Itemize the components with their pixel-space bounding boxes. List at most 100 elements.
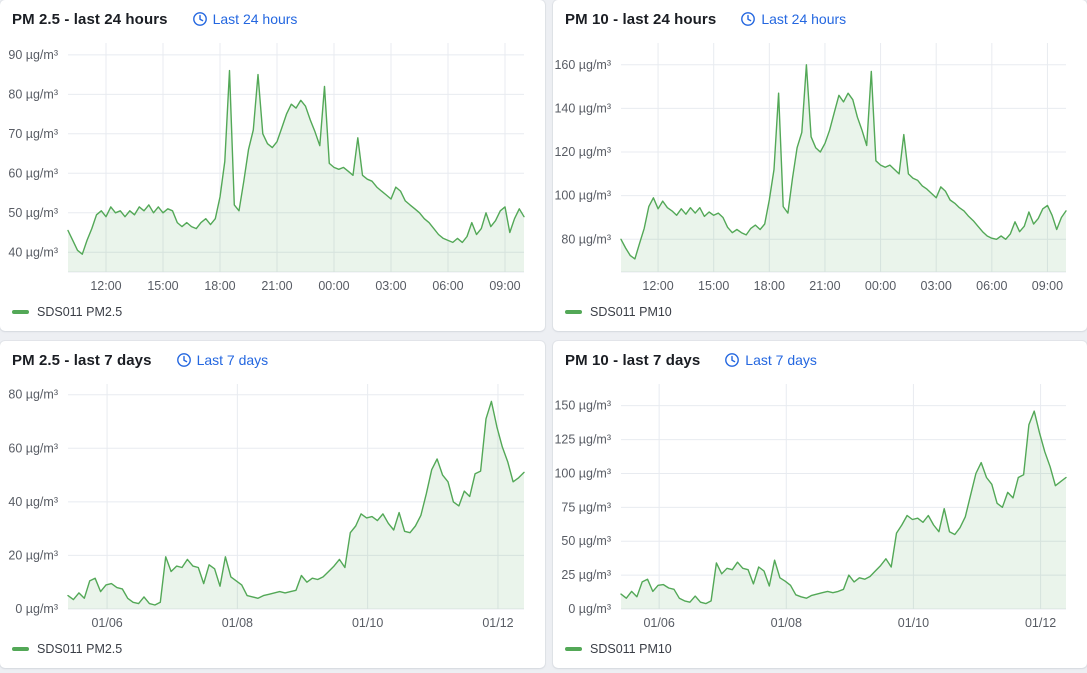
series-line	[67, 69, 525, 255]
time-range-label: Last 24 hours	[761, 11, 847, 27]
time-range-link[interactable]: Last 7 days	[724, 352, 817, 368]
panel-pm10-24h: PM 10 - last 24 hours Last 24 hours 80 µ…	[553, 0, 1087, 331]
chart-canvas: 0 µg/m³ 20 µg/m³ 40 µg/m³ 60 µg/m³ 80 µg/m³ 0…	[8, 384, 525, 630]
legend-label: SDS011 PM10	[590, 305, 672, 319]
series-line-dash	[12, 310, 29, 314]
clock-icon	[724, 352, 740, 368]
y-axis-tick-label: 90 µg/m³	[8, 48, 58, 62]
x-axis-tick-label: 03:00	[375, 279, 406, 293]
chart-canvas: 40 µg/m³ 50 µg/m³ 60 µg/m³ 70 µg/m³ 80 µg/m³…	[8, 43, 525, 293]
panel-pm10-7d: PM 10 - last 7 days Last 7 days 0 µg/m³ 2…	[553, 341, 1087, 668]
y-axis-tick-label: 70 µg/m³	[8, 127, 58, 141]
y-axis-tick-label: 40 µg/m³	[8, 495, 58, 509]
y-axis-tick-label: 75 µg/m³	[561, 500, 611, 514]
y-axis-tick-label: 50 µg/m³	[8, 206, 58, 220]
y-axis-tick-label: 0 µg/m³	[568, 602, 611, 616]
series-line-dash	[565, 647, 582, 651]
x-axis-tick-label: 12:00	[90, 279, 121, 293]
time-range-label: Last 24 hours	[212, 11, 298, 27]
x-axis-tick-label: 09:00	[1032, 279, 1063, 293]
x-axis-tick-label: 06:00	[976, 279, 1007, 293]
x-axis-tick-label: 01/06	[643, 616, 674, 630]
x-axis-tick-label: 18:00	[754, 279, 785, 293]
panel-title: PM 10 - last 24 hours	[565, 10, 717, 28]
x-axis-tick-label: 15:00	[698, 279, 729, 293]
chart-pm25-7d[interactable]: 0 µg/m³ 20 µg/m³ 40 µg/m³ 60 µg/m³ 80 µg/m³ 0…	[0, 372, 545, 636]
series-area	[68, 70, 524, 272]
clock-icon	[176, 352, 192, 368]
series-line	[67, 400, 525, 606]
time-range-link[interactable]: Last 24 hours	[740, 11, 846, 27]
panel-title: PM 2.5 - last 7 days	[12, 351, 152, 369]
clock-icon	[740, 11, 756, 27]
y-axis-tick-label: 50 µg/m³	[561, 534, 611, 548]
chart-pm10-24h[interactable]: 80 µg/m³ 100 µg/m³ 120 µg/m³ 140 µg/m³ 160 µ…	[553, 31, 1087, 299]
panel-pm25-24h: PM 2.5 - last 24 hours Last 24 hours 40 …	[0, 0, 545, 331]
legend-label: SDS011 PM10	[590, 642, 672, 656]
x-axis-tick-label: 01/08	[771, 616, 802, 630]
legend-item[interactable]: SDS011 PM10	[553, 636, 1087, 668]
x-axis-tick-label: 01/06	[91, 616, 122, 630]
panel-title: PM 10 - last 7 days	[565, 351, 701, 369]
y-axis-tick-label: 120 µg/m³	[554, 145, 611, 159]
panel-pm25-7d: PM 2.5 - last 7 days Last 7 days 0 µg/m³…	[0, 341, 545, 668]
y-axis-tick-label: 80 µg/m³	[8, 388, 58, 402]
panel-header: PM 10 - last 24 hours Last 24 hours	[553, 0, 1087, 31]
series-line-dash	[565, 310, 582, 314]
x-axis-tick-label: 00:00	[865, 279, 896, 293]
y-axis-tick-label: 140 µg/m³	[554, 101, 611, 115]
legend-item[interactable]: SDS011 PM2.5	[0, 299, 545, 331]
y-axis-tick-label: 0 µg/m³	[15, 602, 58, 616]
time-range-link[interactable]: Last 24 hours	[192, 11, 298, 27]
y-axis-tick-label: 25 µg/m³	[561, 568, 611, 582]
y-axis-tick-label: 20 µg/m³	[8, 548, 58, 562]
panel-header: PM 2.5 - last 24 hours Last 24 hours	[0, 0, 545, 31]
x-axis-tick-label: 01/10	[898, 616, 929, 630]
y-axis-tick-label: 125 µg/m³	[554, 433, 611, 447]
y-axis-tick-label: 150 µg/m³	[554, 399, 611, 413]
chart-pm10-7d[interactable]: 0 µg/m³ 25 µg/m³ 50 µg/m³ 75 µg/m³ 100 µg/m³…	[553, 372, 1087, 636]
x-axis-tick-label: 01/12	[1025, 616, 1056, 630]
clock-icon	[192, 11, 208, 27]
x-axis-tick-label: 18:00	[204, 279, 235, 293]
x-axis-tick-label: 21:00	[809, 279, 840, 293]
x-axis-tick-label: 03:00	[921, 279, 952, 293]
series-line-dash	[12, 647, 29, 651]
x-axis-tick-label: 01/12	[482, 616, 513, 630]
time-range-link[interactable]: Last 7 days	[176, 352, 269, 368]
panel-header: PM 2.5 - last 7 days Last 7 days	[0, 341, 545, 372]
y-axis-tick-label: 60 µg/m³	[8, 441, 58, 455]
panel-title: PM 2.5 - last 24 hours	[12, 10, 168, 28]
chart-canvas: 0 µg/m³ 25 µg/m³ 50 µg/m³ 75 µg/m³ 100 µg/m³…	[554, 384, 1067, 630]
legend-item[interactable]: SDS011 PM10	[553, 299, 1087, 331]
chart-pm25-24h[interactable]: 40 µg/m³ 50 µg/m³ 60 µg/m³ 70 µg/m³ 80 µg/m³…	[0, 31, 545, 299]
series-area	[621, 64, 1066, 272]
panel-header: PM 10 - last 7 days Last 7 days	[553, 341, 1087, 372]
time-range-label: Last 7 days	[196, 352, 269, 368]
x-axis-tick-label: 15:00	[147, 279, 178, 293]
chart-canvas: 80 µg/m³ 100 µg/m³ 120 µg/m³ 140 µg/m³ 160 µ…	[554, 43, 1067, 293]
series-line	[620, 64, 1067, 260]
series-area	[68, 401, 524, 609]
legend-item[interactable]: SDS011 PM2.5	[0, 636, 545, 668]
x-axis-tick-label: 06:00	[432, 279, 463, 293]
x-axis-tick-label: 12:00	[642, 279, 673, 293]
legend-label: SDS011 PM2.5	[37, 305, 123, 319]
x-axis-tick-label: 21:00	[261, 279, 292, 293]
series-area	[621, 411, 1066, 609]
x-axis-tick-label: 01/10	[352, 616, 383, 630]
y-axis-tick-label: 100 µg/m³	[554, 466, 611, 480]
x-axis-tick-label: 09:00	[489, 279, 520, 293]
x-axis-tick-label: 00:00	[318, 279, 349, 293]
y-axis-tick-label: 100 µg/m³	[554, 189, 611, 203]
y-axis-tick-label: 80 µg/m³	[561, 232, 611, 246]
series-line	[620, 410, 1067, 605]
y-axis-tick-label: 60 µg/m³	[8, 166, 58, 180]
y-axis-tick-label: 80 µg/m³	[8, 87, 58, 101]
y-axis-tick-label: 160 µg/m³	[554, 58, 611, 72]
x-axis-tick-label: 01/08	[222, 616, 253, 630]
time-range-label: Last 7 days	[745, 352, 817, 368]
y-axis-tick-label: 40 µg/m³	[8, 245, 58, 259]
legend-label: SDS011 PM2.5	[37, 642, 123, 656]
